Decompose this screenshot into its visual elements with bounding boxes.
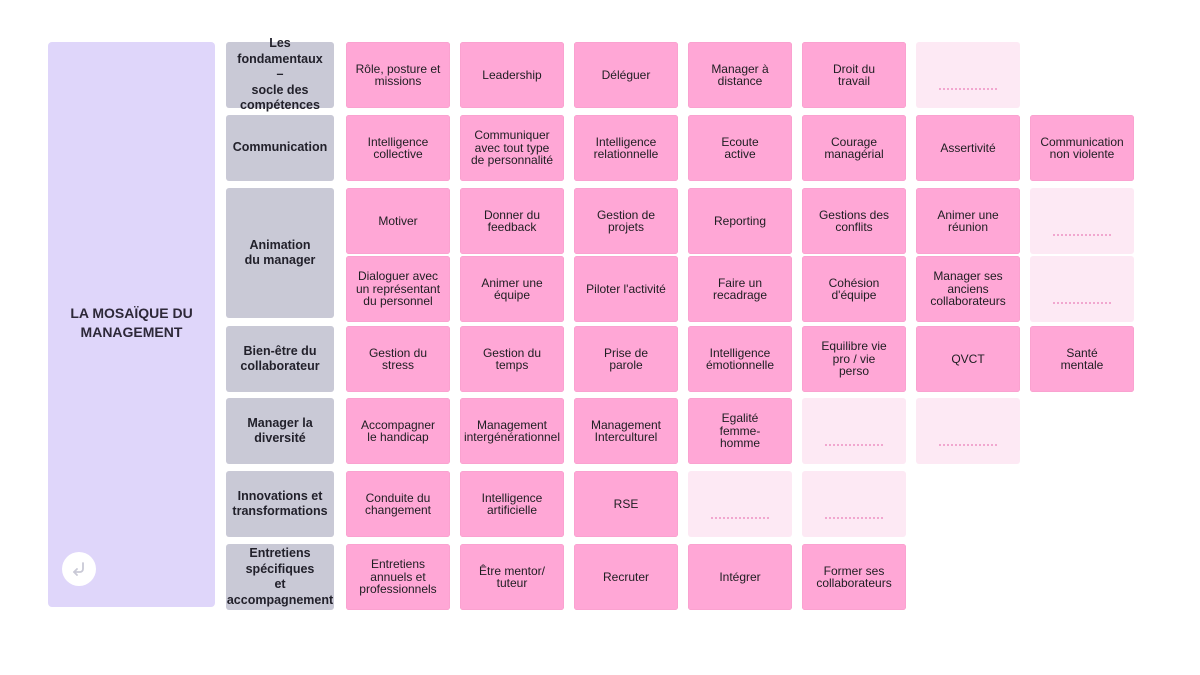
module-tile[interactable]: Piloter l'activité [574, 256, 678, 322]
placeholder-tile[interactable] [688, 471, 792, 537]
module-tile[interactable]: Communication non violente [1030, 115, 1134, 181]
mosaic-title: LA MOSAÏQUE DU MANAGEMENT [70, 305, 193, 340]
module-tile[interactable]: Intelligence artificielle [460, 471, 564, 537]
placeholder-tile[interactable] [802, 471, 906, 537]
category-innovations: Innovations et transformations [226, 471, 334, 537]
module-tile[interactable]: Animer une réunion [916, 188, 1020, 254]
module-tile[interactable]: Intelligence relationnelle [574, 115, 678, 181]
module-tile[interactable]: Rôle, posture et missions [346, 42, 450, 108]
module-tile[interactable]: Droit du travail [802, 42, 906, 108]
module-tile[interactable]: Management Interculturel [574, 398, 678, 464]
category-animation: Animation du manager [226, 188, 334, 318]
module-tile[interactable]: RSE [574, 471, 678, 537]
module-tile[interactable]: Santé mentale [1030, 326, 1134, 392]
module-tile[interactable]: Conduite du changement [346, 471, 450, 537]
placeholder-tile[interactable] [1030, 256, 1134, 322]
module-tile[interactable]: Entretiens annuels et professionnels [346, 544, 450, 610]
module-tile[interactable]: Motiver [346, 188, 450, 254]
module-tile[interactable]: Manager ses anciens collaborateurs [916, 256, 1020, 322]
category-communication: Communication [226, 115, 334, 181]
dotted-line [1053, 302, 1111, 304]
module-tile[interactable]: Faire un recadrage [688, 256, 792, 322]
module-tile[interactable]: Equilibre vie pro / vie perso [802, 326, 906, 392]
placeholder-tile[interactable] [1030, 188, 1134, 254]
module-tile[interactable]: Animer une équipe [460, 256, 564, 322]
module-tile[interactable]: QVCT [916, 326, 1020, 392]
module-tile[interactable]: Prise de parole [574, 326, 678, 392]
module-tile[interactable]: Egalité femme- homme [688, 398, 792, 464]
module-tile[interactable]: Gestions des conflits [802, 188, 906, 254]
module-tile[interactable]: Assertivité [916, 115, 1020, 181]
module-tile[interactable]: Communiquer avec tout type de personnali… [460, 115, 564, 181]
module-tile[interactable]: Leadership [460, 42, 564, 108]
dotted-line [939, 88, 997, 90]
dotted-line [825, 517, 883, 519]
module-tile[interactable]: Gestion du temps [460, 326, 564, 392]
dotted-line [1053, 234, 1111, 236]
module-tile[interactable]: Recruter [574, 544, 678, 610]
category-diversite: Manager la diversité [226, 398, 334, 464]
category-entretiens: Entretiens spécifiques et accompagnement [226, 544, 334, 610]
module-tile[interactable]: Déléguer [574, 42, 678, 108]
back-button[interactable] [62, 552, 96, 586]
module-tile[interactable]: Courage managérial [802, 115, 906, 181]
placeholder-tile[interactable] [916, 398, 1020, 464]
category-fondamentaux: Les fondamentaux – socle des compétences [226, 36, 334, 112]
placeholder-tile[interactable] [916, 42, 1020, 108]
module-tile[interactable]: Manager à distance [688, 42, 792, 108]
module-tile[interactable]: Dialoguer avec un représentant du person… [346, 256, 450, 322]
module-tile[interactable]: Intelligence collective [346, 115, 450, 181]
dotted-line [711, 517, 769, 519]
placeholder-tile[interactable] [802, 398, 906, 464]
module-tile[interactable]: Reporting [688, 188, 792, 254]
module-tile[interactable]: Intégrer [688, 544, 792, 610]
dotted-line [939, 444, 997, 446]
module-tile[interactable]: Management intergénérationnel [460, 398, 564, 464]
module-tile[interactable]: Gestion du stress [346, 326, 450, 392]
module-tile[interactable]: Ecoute active [688, 115, 792, 181]
module-tile[interactable]: Donner du feedback [460, 188, 564, 254]
module-tile[interactable]: Former ses collaborateurs [802, 544, 906, 610]
module-tile[interactable]: Gestion de projets [574, 188, 678, 254]
module-tile[interactable]: Être mentor/ tuteur [460, 544, 564, 610]
dotted-line [825, 444, 883, 446]
category-bien-etre: Bien-être du collaborateur [226, 326, 334, 392]
module-tile[interactable]: Intelligence émotionnelle [688, 326, 792, 392]
module-tile[interactable]: Cohésion d'équipe [802, 256, 906, 322]
return-arrow-icon [73, 562, 84, 576]
mosaic-title-panel: LA MOSAÏQUE DU MANAGEMENT [48, 42, 215, 607]
module-tile[interactable]: Accompagner le handicap [346, 398, 450, 464]
